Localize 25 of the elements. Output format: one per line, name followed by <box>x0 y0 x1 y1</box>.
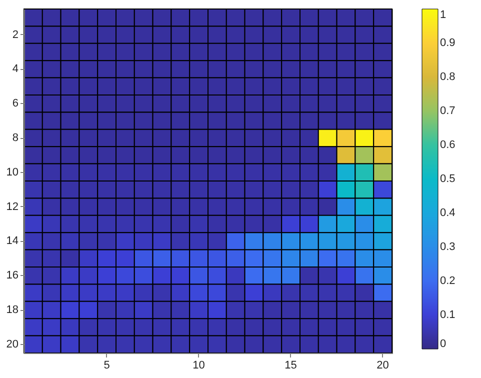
color-bar-label: 0.1 <box>440 309 456 321</box>
color-bar-label: 0 <box>440 338 446 350</box>
y-tick-label: 8 <box>12 132 18 144</box>
color-bar-label: 0.6 <box>440 139 456 151</box>
y-tick-label: 20 <box>6 338 18 350</box>
y-tick-label: 16 <box>6 270 18 282</box>
y-tick-label: 18 <box>6 304 18 316</box>
y-tick-label: 10 <box>6 166 18 178</box>
color-bar-label: 0.3 <box>440 241 456 253</box>
y-tick-label: 4 <box>12 63 18 76</box>
x-tick-label: 10 <box>192 360 205 372</box>
color-bar-label: 0.4 <box>440 207 456 219</box>
color-bar-label: 0.2 <box>440 275 456 287</box>
color-bar-label: 0.9 <box>440 37 456 49</box>
x-tick-label: 5 <box>104 360 110 372</box>
x-tick-label: 15 <box>284 360 297 372</box>
x-tick-label: 20 <box>376 360 389 372</box>
y-tick-label: 6 <box>12 98 18 110</box>
color-bar-label: 1 <box>440 9 446 21</box>
y-tick-label: 2 <box>12 28 18 41</box>
y-tick-label: 14 <box>6 235 18 248</box>
color-bar-label: 0.8 <box>440 71 456 83</box>
color-bar-label: 0.7 <box>440 105 456 117</box>
color-bar-label: 0.5 <box>440 173 456 185</box>
y-tick-label: 12 <box>6 200 18 213</box>
